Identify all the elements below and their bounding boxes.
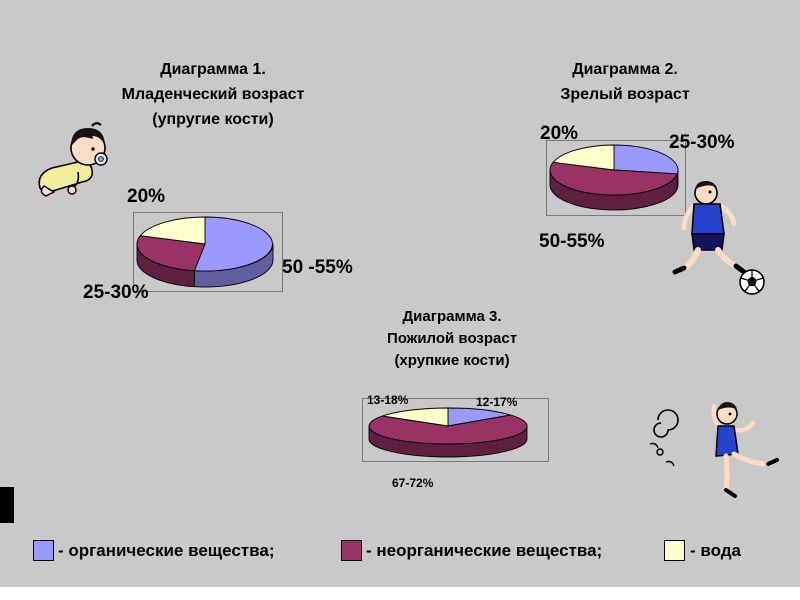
chart1-title: Диаграмма 1. Младенческий возраст (упруг… [103, 57, 323, 132]
legend-swatch-water [664, 540, 685, 561]
chart1-pie [136, 216, 274, 288]
chart2-pie [549, 144, 679, 211]
chart1-label-water: 20% [127, 186, 166, 207]
legend-label-water: - вода [690, 541, 742, 560]
chart1-label-organic: 50 -55% [282, 257, 353, 278]
chart2-title-line1: Диаграмма 2. [572, 61, 678, 78]
footballer-clipart-icon [672, 181, 765, 295]
chart3-label-inorganic: 67-72% [392, 476, 434, 490]
chart3-pie [368, 407, 528, 458]
legend-swatch-organic [33, 540, 54, 561]
legend-label-organic: - органические вещества; [58, 541, 275, 560]
chart3-plot-area [362, 398, 549, 462]
chart3-label-water: 13-18% [367, 393, 409, 407]
chart3-label-organic: 12-17% [476, 395, 518, 409]
dancer-clipart-icon [649, 402, 779, 498]
chart1-title-line3: (упругие кости) [152, 111, 274, 128]
chart2-label-inorganic: 50-55% [539, 231, 605, 252]
legend-swatch-inorganic [341, 540, 362, 561]
chart2-label-water: 20% [540, 123, 579, 144]
chart1-label-inorganic: 25-30% [83, 282, 149, 303]
chart3-title-line2: Пожилой возраст [386, 330, 518, 347]
chart1-title-line1: Диаграмма 1. [160, 61, 266, 78]
chart1-title-line2: Младенческий возраст [121, 86, 305, 103]
chart3-title-line3: (хрупкие кости) [394, 352, 510, 369]
chart2-plot-area [546, 140, 686, 216]
chart2-title-line2: Зрелый возраст [560, 86, 690, 103]
chart3-title: Диаграмма 3. Пожилой возраст (хрупкие ко… [352, 306, 552, 372]
baby-clipart-icon [38, 122, 108, 197]
chart2-title: Диаграмма 2. Зрелый возраст [535, 57, 715, 107]
chart3-title-line1: Диаграмма 3. [402, 308, 502, 325]
swirl-icon [653, 409, 679, 438]
bottom-margin [0, 587, 800, 600]
black-rectangle-decoration [0, 487, 14, 523]
legend-label-inorganic: - неорганические вещества; [366, 541, 603, 560]
chart2-label-organic: 25-30% [669, 132, 735, 153]
chart1-plot-area [133, 212, 283, 292]
